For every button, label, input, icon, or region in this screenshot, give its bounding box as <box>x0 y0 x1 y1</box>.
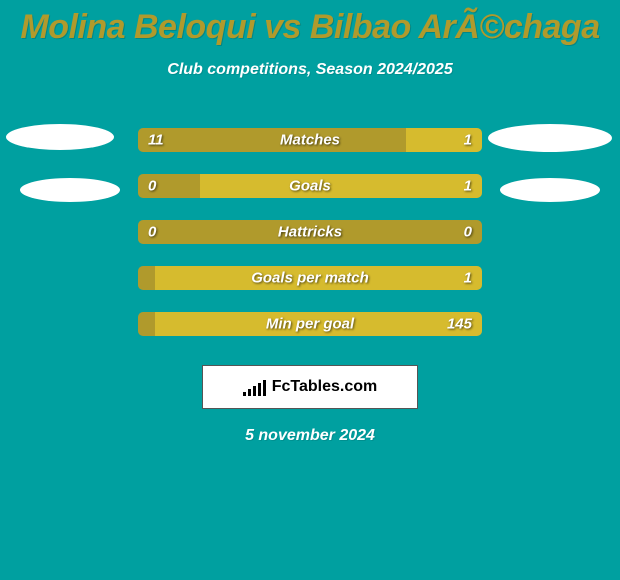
value-left: 0 <box>148 178 156 195</box>
value-right: 1 <box>464 132 472 149</box>
value-left: 0 <box>148 224 156 241</box>
value-right: 0 <box>464 224 472 241</box>
subtitle: Club competitions, Season 2024/2025 <box>0 61 620 79</box>
bar-label: Matches <box>280 132 340 149</box>
stats-rows: Matches111Goals01Hattricks00Goals per ma… <box>0 117 620 347</box>
team-logo-placeholder <box>500 178 600 202</box>
value-right: 1 <box>464 270 472 287</box>
bar-left <box>138 128 406 152</box>
team-logo-placeholder <box>488 124 612 152</box>
bar-left <box>138 312 155 336</box>
value-right: 1 <box>464 178 472 195</box>
bar-label: Goals <box>289 178 331 195</box>
team-logo-placeholder <box>6 124 114 150</box>
team-logo-placeholder <box>20 178 120 202</box>
bar-label: Min per goal <box>266 316 354 333</box>
brand-bars-icon <box>243 378 266 396</box>
brand-text: FcTables.com <box>272 378 378 396</box>
comparison-infographic: Molina Beloqui vs Bilbao ArÃ©chaga Club … <box>0 0 620 580</box>
value-left: 11 <box>148 132 164 149</box>
bar-label: Goals per match <box>251 270 369 287</box>
stat-row: Min per goal 145 <box>0 301 620 347</box>
bar-track: Hattricks 0 0 <box>138 220 482 244</box>
value-right: 145 <box>447 316 472 333</box>
bar-track: Matches111 <box>138 128 482 152</box>
bar-left <box>138 266 155 290</box>
page-title: Molina Beloqui vs Bilbao ArÃ©chaga <box>0 0 620 47</box>
stat-row: Hattricks 0 0 <box>0 209 620 255</box>
bar-track: Goals 0 1 <box>138 174 482 198</box>
bar-track: Min per goal 145 <box>138 312 482 336</box>
bar-label: Hattricks <box>278 224 342 241</box>
footer-date: 5 november 2024 <box>0 427 620 445</box>
bar-track: Goals per match 1 <box>138 266 482 290</box>
stat-row: Goals per match 1 <box>0 255 620 301</box>
bar-right <box>200 174 482 198</box>
brand-box: FcTables.com <box>202 365 418 409</box>
